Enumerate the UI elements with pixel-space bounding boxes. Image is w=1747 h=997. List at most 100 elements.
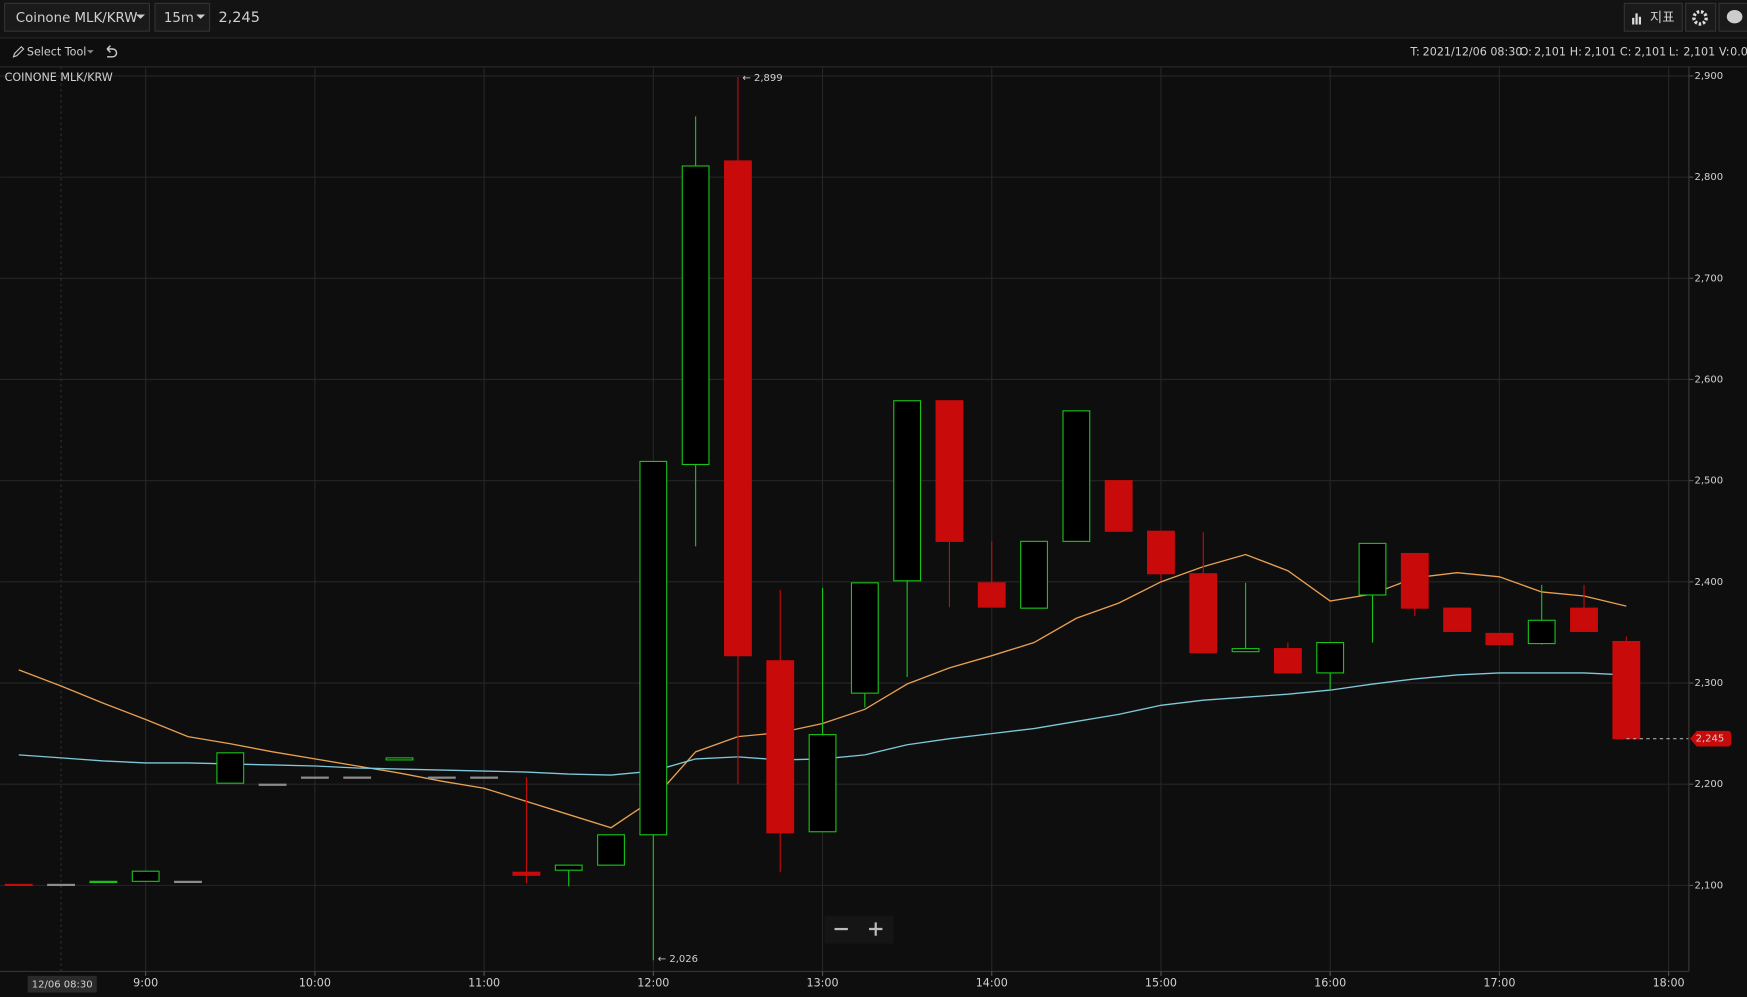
candle-body — [935, 400, 964, 542]
pencil-icon — [12, 45, 25, 58]
candle-body — [1231, 648, 1260, 653]
undo-icon[interactable] — [106, 45, 118, 58]
candle-body — [1485, 632, 1514, 646]
candle-body — [1147, 530, 1175, 575]
ohlc-info: T: 2021/12/06 08:30O: 2,101 H: 2,101 C: 2,101 L… — [1409, 45, 1747, 58]
candle-body — [300, 776, 329, 779]
y-tick-label: 2,900 — [1694, 71, 1723, 82]
candle-body — [850, 582, 879, 694]
candle-body — [512, 871, 541, 876]
crosshair-tag — [27, 975, 97, 993]
caret — [136, 14, 145, 19]
y-tick-label: 2,500 — [1694, 476, 1723, 487]
info-value: 2,101 — [1534, 45, 1566, 58]
chat-icon — [1726, 10, 1743, 24]
info-key: O: — [1520, 45, 1532, 58]
candle-body — [258, 783, 287, 786]
x-tick-label: 11:00 — [468, 977, 500, 990]
candle-body — [131, 870, 160, 882]
zoom-in[interactable] — [869, 922, 883, 936]
x-tick-label: 14:00 — [976, 977, 1008, 990]
info-value: 2021/12/06 08:30 — [1423, 45, 1523, 58]
x-tick-label: 12:00 — [637, 977, 669, 990]
candle-body — [597, 834, 625, 866]
x-tick-label: 17:00 — [1483, 977, 1515, 990]
zoom-controls — [824, 915, 894, 944]
candle-body — [1400, 552, 1429, 609]
settings-button[interactable] — [1685, 2, 1717, 32]
candle-body — [1104, 480, 1133, 532]
y-tick-label: 2,100 — [1694, 880, 1723, 891]
x-tick-label: 13:00 — [807, 977, 839, 990]
info-key: C: — [1620, 45, 1632, 58]
indicator-icon — [1632, 13, 1642, 25]
info-value: 0.0 — [1730, 45, 1747, 58]
candle-body — [766, 660, 795, 834]
candle-body — [385, 757, 414, 761]
y-tick-label: 2,600 — [1694, 374, 1723, 385]
candle-body — [724, 160, 752, 657]
caret — [87, 50, 94, 54]
info-key: L: — [1669, 45, 1679, 58]
candle-body — [174, 880, 202, 884]
y-tick-label: 2,300 — [1694, 678, 1723, 689]
candle-body — [554, 864, 583, 871]
candle-body — [89, 880, 118, 884]
candle-body — [1443, 607, 1472, 632]
crosshair-label: 12/06 08:30 — [32, 980, 93, 991]
candle-body — [1316, 641, 1345, 674]
caret — [196, 14, 206, 19]
candle-body — [1189, 573, 1218, 654]
top-bar — [0, 0, 1747, 38]
indicators-button[interactable] — [1623, 2, 1683, 32]
candle-body — [893, 400, 922, 582]
indicators-text: 지표 — [1650, 10, 1675, 26]
x-tick-label: 16:00 — [1314, 977, 1346, 990]
symbol-text: Coinone MLK/KRW — [16, 11, 138, 26]
y-tick-label: 2,800 — [1694, 172, 1723, 183]
candle-body — [1020, 540, 1048, 609]
last-price-label: 2,245 — [1696, 734, 1725, 745]
x-tick-label: 9:00 — [133, 977, 158, 990]
annotation: ← 2,899 — [742, 73, 782, 84]
candle-body — [216, 752, 245, 784]
candle-body — [4, 883, 33, 887]
symbol-select[interactable] — [4, 2, 150, 32]
candle-body — [1570, 607, 1598, 632]
current-price: 2,245 — [218, 10, 259, 26]
candle-body — [977, 582, 1006, 608]
y-tick-label: 2,200 — [1694, 779, 1723, 790]
candle-body — [1527, 619, 1556, 645]
candle-body — [681, 165, 710, 466]
candle-body — [639, 460, 668, 836]
plot: 2,100 2,200 2,300 2,400 2,500 2,600 2,700 2,800… — [0, 66, 1732, 993]
y-tick-label: 2,700 — [1694, 273, 1723, 284]
candle-body — [1612, 640, 1641, 740]
last-price-tag — [1690, 730, 1732, 747]
candle-body — [1273, 648, 1302, 674]
tool-text[interactable]: Select Tool — [27, 45, 86, 58]
candle-body — [470, 776, 499, 779]
x-tick-label: 10:00 — [299, 977, 331, 990]
annotation: ← 2,026 — [658, 954, 698, 965]
info-key: H: — [1570, 45, 1582, 58]
info-value: 2,101 — [1634, 45, 1666, 58]
gear-icon — [1692, 10, 1708, 26]
interval-text: 15m — [164, 11, 194, 26]
candle-body — [1358, 542, 1387, 596]
candle-body — [343, 776, 372, 779]
chart-title: COINONE MLK/KRW — [5, 71, 113, 84]
y-tick-label: 2,400 — [1694, 577, 1723, 588]
info-key: T: — [1409, 45, 1419, 58]
candle-body — [1062, 410, 1091, 542]
info-value: 2,101 — [1584, 45, 1616, 58]
candle-body — [427, 776, 456, 779]
candle-body — [47, 883, 75, 887]
x-tick-label: 18:00 — [1653, 977, 1685, 990]
info-key: V: — [1719, 45, 1729, 58]
info-value: 2,101 — [1683, 45, 1715, 58]
x-tick-label: 15:00 — [1145, 977, 1177, 990]
